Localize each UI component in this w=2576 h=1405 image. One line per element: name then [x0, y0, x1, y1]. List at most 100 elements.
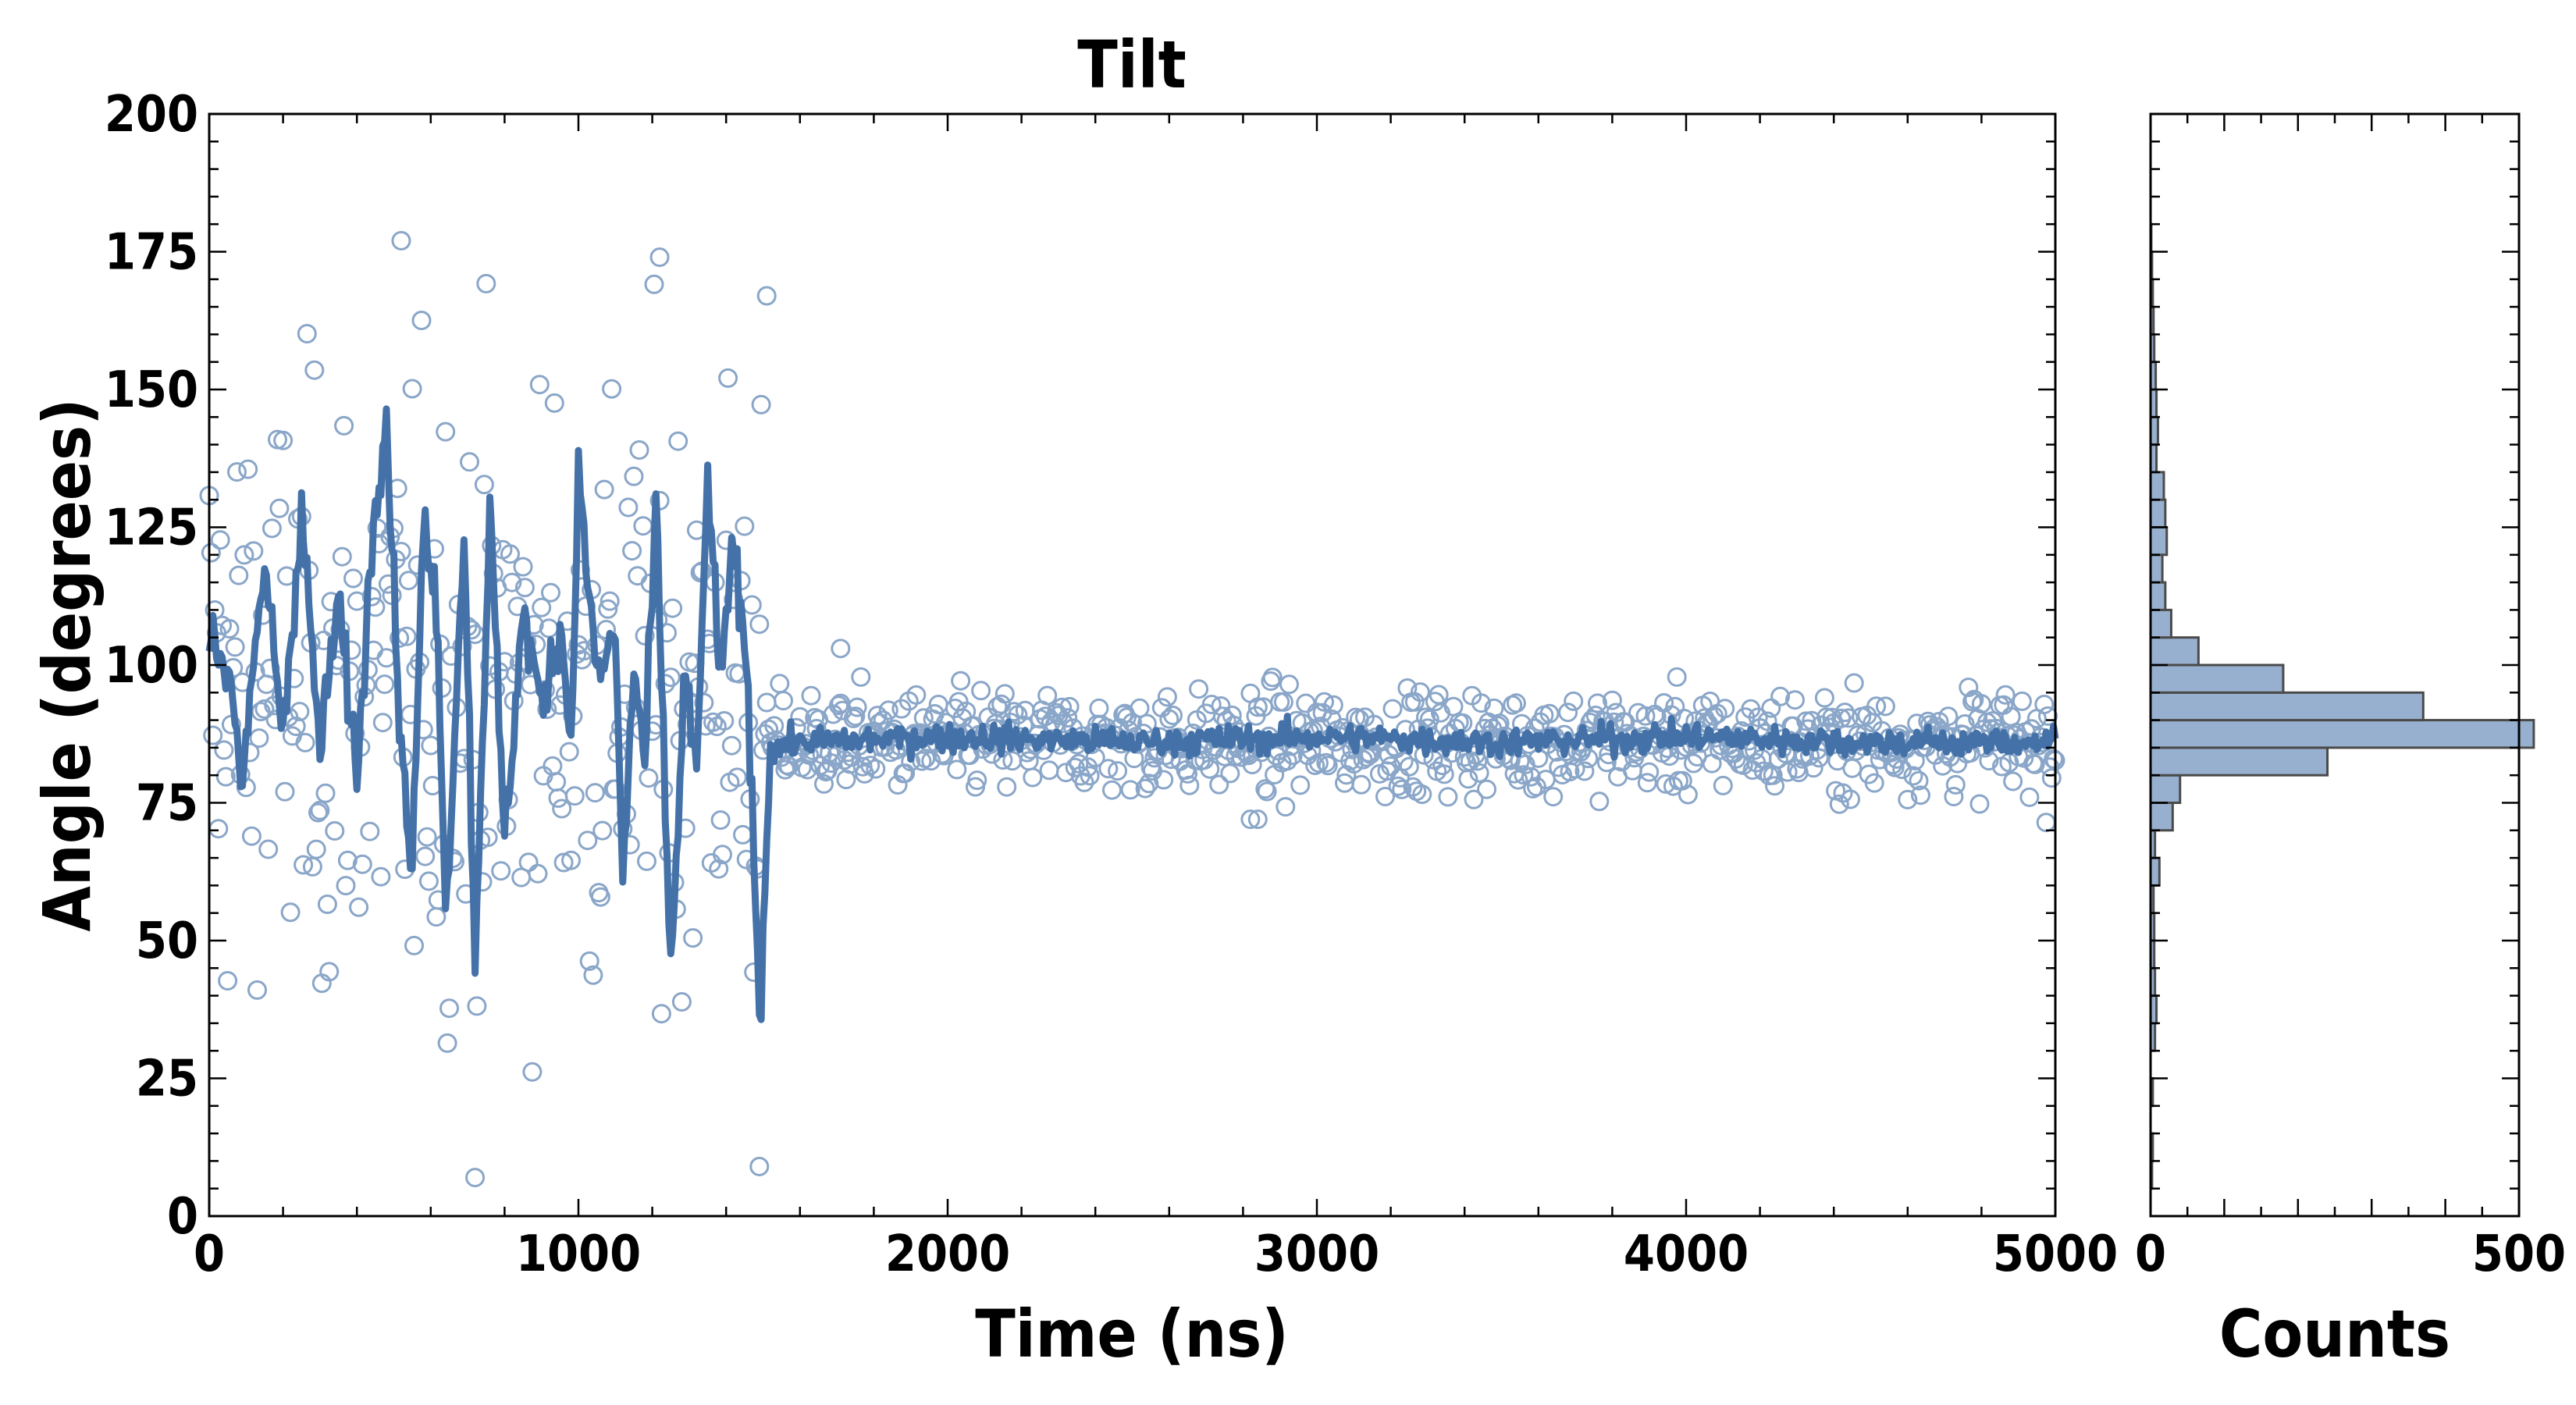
scatter-point — [502, 572, 522, 592]
average-line-series — [205, 405, 2059, 1023]
scatter-point — [1296, 693, 1316, 713]
scatter-point — [1521, 767, 1541, 787]
x-axis-label: Time (ns) — [975, 1296, 1289, 1372]
scatter-point — [578, 831, 598, 851]
scatter-point — [605, 779, 625, 799]
scatter-point — [1382, 699, 1403, 719]
scatter-point — [1157, 687, 1177, 707]
scatter-point — [1247, 809, 1268, 830]
scatter-point — [1393, 751, 1414, 771]
histogram-x-tick-label: 0 — [2135, 1225, 2166, 1283]
scatter-point — [290, 702, 310, 722]
scatter-point — [1602, 690, 1622, 710]
scatter-point — [921, 751, 941, 771]
scatter-point — [1508, 770, 1528, 790]
scatter-point — [1574, 761, 1595, 781]
scatter-point — [336, 876, 356, 896]
scatter-point — [398, 571, 418, 591]
scatter-point — [1884, 757, 1905, 777]
scatter-point — [559, 742, 579, 762]
scatter-point — [1392, 779, 1412, 799]
scatter-point — [317, 895, 337, 914]
y-tick-label: 50 — [136, 912, 198, 970]
scatter-point — [332, 546, 352, 567]
scatter-point — [249, 728, 269, 749]
scatter-point — [1240, 809, 1261, 830]
main-ticks — [208, 112, 2057, 1218]
scatter-point — [1438, 787, 1458, 807]
scatter-point — [1308, 753, 1329, 774]
scatter-point — [951, 670, 971, 691]
scatter-point — [411, 311, 432, 330]
scatter-point — [262, 518, 282, 539]
scatter-point — [629, 440, 649, 460]
histogram-bar — [2149, 802, 2174, 832]
scatter-point — [1667, 667, 1687, 687]
scatter-point — [1089, 698, 1109, 718]
scatter-point — [668, 431, 688, 451]
scatter-point — [594, 479, 614, 500]
scatter-point — [710, 810, 731, 831]
scatter-point — [709, 859, 729, 879]
scatter-point — [467, 996, 487, 1016]
scatter-point — [1410, 682, 1430, 702]
scatter-point — [721, 735, 742, 756]
scatter-point — [295, 732, 315, 752]
scatter-point — [649, 247, 670, 268]
scatter-point — [310, 800, 330, 820]
scatter-point — [308, 802, 328, 823]
scatter-point — [315, 783, 336, 803]
histogram-plot: 0 500 Counts — [2135, 112, 2566, 1372]
scatter-point — [749, 614, 770, 635]
scatter-point — [1404, 692, 1425, 712]
scatter-point — [1102, 780, 1122, 800]
scatter-point — [1564, 691, 1584, 711]
scatter-point — [1713, 775, 1733, 795]
scatter-point — [843, 709, 863, 728]
scatter-point — [337, 850, 358, 870]
y-tick-label: 150 — [105, 361, 198, 419]
scatter-point — [1637, 773, 1657, 793]
scatter-point — [2036, 813, 2056, 833]
scatter-point — [1471, 693, 1491, 713]
scatter-point — [1844, 673, 1864, 693]
scatter-point — [1080, 766, 1100, 786]
scatter-point — [1429, 685, 1449, 705]
scatter-point — [203, 725, 223, 745]
scatter-point — [1938, 706, 1959, 727]
scatter-point — [1116, 707, 1137, 727]
scatter-point — [568, 635, 589, 655]
scatter-point — [845, 706, 866, 727]
scatter-point — [1842, 758, 1863, 778]
scatter-point — [1971, 694, 1991, 714]
scatter-point — [564, 786, 585, 806]
scatter-point — [391, 230, 411, 251]
scatter-point — [513, 557, 533, 577]
scatter-point — [814, 774, 834, 794]
main-tick-labels: 0 1000 2000 3000 4000 5000 0 25 50 75 100 125 150 175… — [105, 86, 2118, 1283]
scatter-point — [764, 716, 785, 736]
scatter-point — [1276, 797, 1296, 817]
scatter-point — [1163, 706, 1183, 725]
scatter-point — [1944, 787, 1964, 806]
x-tick-label: 2000 — [885, 1225, 1010, 1283]
main-plot: 0 1000 2000 3000 4000 5000 0 25 50 75 100 125 150 175… — [29, 27, 2118, 1372]
scatter-point — [275, 781, 295, 802]
scatter-point — [371, 866, 391, 887]
y-tick-label: 0 — [167, 1188, 198, 1246]
scatter-point — [618, 497, 639, 518]
scatter-point — [1875, 696, 1895, 717]
scatter-point — [851, 667, 871, 687]
scatter-point — [1838, 708, 1859, 728]
scatter-point — [247, 980, 267, 1000]
scatter-point — [532, 597, 552, 617]
scatter-point — [214, 740, 234, 760]
scatter-point — [1412, 784, 1432, 805]
scatter-point — [238, 459, 258, 479]
scatter-point — [635, 625, 655, 646]
scatter-point — [1785, 690, 1805, 710]
scatter-point — [360, 821, 380, 841]
scatter-point — [1665, 696, 1685, 717]
scatter-point — [491, 861, 511, 881]
scatter-point — [543, 756, 563, 776]
